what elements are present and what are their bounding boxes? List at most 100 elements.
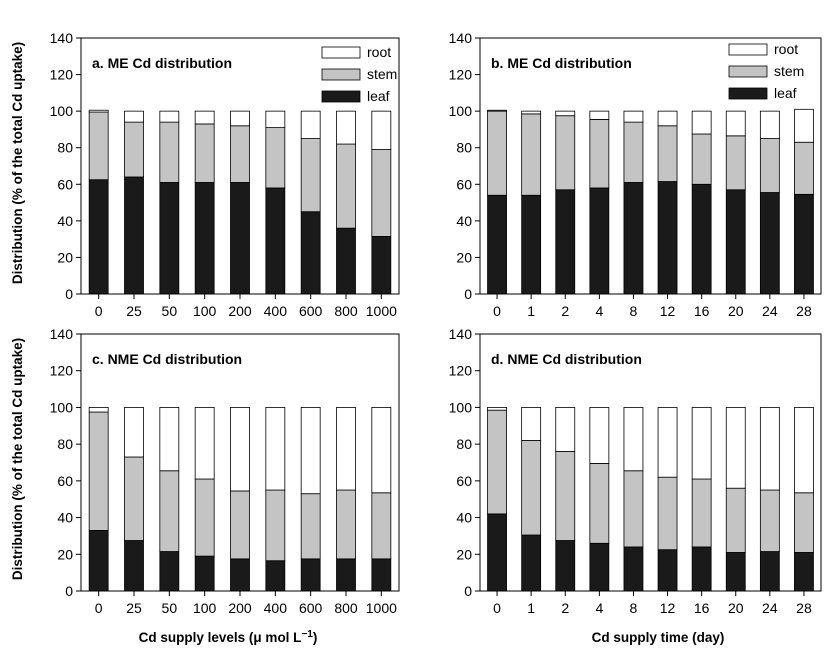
bar-root-a-200 — [230, 110, 250, 127]
x-tick-label-a-25: 25 — [126, 303, 142, 319]
bar-root-b-20 — [725, 110, 746, 137]
x-tick-label-c-0: 0 — [95, 600, 103, 616]
legend-swatch-b-stem — [728, 65, 768, 78]
y-tick-label-a: 140 — [50, 30, 74, 46]
x-tick-label-c-200: 200 — [228, 600, 252, 616]
y-tick-label-b: 60 — [456, 176, 472, 192]
x-tick-label-a-1000: 1000 — [366, 303, 397, 319]
y-tick-label-c: 80 — [57, 436, 73, 452]
bar-stem-a-1000 — [371, 149, 392, 237]
x-tick-label-a-0: 0 — [95, 303, 103, 319]
x-tick-label-d-16: 16 — [694, 600, 710, 616]
bar-stem-c-25 — [124, 456, 144, 541]
bar-root-a-600 — [300, 110, 321, 139]
y-tick-label-a: 40 — [57, 213, 73, 229]
bar-root-b-16 — [691, 110, 712, 135]
legend-label-b-leaf: leaf — [774, 85, 797, 101]
bar-leaf-c-200 — [230, 558, 250, 592]
bar-leaf-d-16 — [691, 546, 712, 592]
bar-root-c-0 — [88, 407, 109, 413]
panel-a: 0 20 40 60 80 100 120 140 0 25 50 100 200 400 600 800 10… — [50, 30, 400, 319]
x-tick-label-d-1: 1 — [527, 600, 535, 616]
bar-root-b-4 — [589, 110, 610, 120]
x-axis-label-left: Cd supply levels (μ mol L−1) — [139, 629, 318, 645]
x-tick-label-a-100: 100 — [193, 303, 217, 319]
legend-label-a-stem: stem — [367, 66, 397, 82]
plot-frame-d — [479, 333, 822, 592]
bar-stem-d-12 — [657, 476, 678, 551]
y-tick-label-b: 20 — [456, 249, 472, 265]
bar-stem-c-400 — [265, 489, 286, 562]
bar-leaf-a-1000 — [371, 235, 392, 295]
panel-title-d: d. NME Cd distribution — [491, 351, 642, 367]
y-axis-label-bottom: Distribution (% of the total Cd uptake) — [10, 338, 25, 580]
bar-stem-c-600 — [300, 493, 321, 560]
x-tick-label-d-24: 24 — [762, 600, 778, 616]
bar-stem-c-0 — [88, 411, 109, 531]
legend-label-a-root: root — [367, 44, 391, 60]
y-tick-label-c: 120 — [50, 363, 74, 379]
bar-root-d-4 — [589, 407, 610, 464]
bar-stem-d-20 — [725, 487, 746, 553]
y-tick-label-d: 60 — [456, 473, 472, 489]
y-tick-label-d: 100 — [449, 399, 473, 415]
y-tick-label-d: 120 — [449, 363, 473, 379]
bar-leaf-c-600 — [300, 558, 321, 592]
y-tick-label-d: 20 — [456, 546, 472, 562]
bar-root-c-800 — [336, 407, 356, 491]
bar-root-b-0 — [487, 109, 507, 112]
legend-swatch-a-root — [321, 46, 361, 59]
bar-stem-b-20 — [725, 135, 746, 191]
bar-leaf-b-16 — [691, 183, 712, 295]
bar-root-a-1000 — [371, 110, 392, 150]
bar-stem-a-50 — [159, 121, 180, 183]
bar-leaf-a-200 — [230, 182, 250, 295]
x-tick-label-a-800: 800 — [334, 303, 358, 319]
bar-root-c-400 — [265, 407, 286, 491]
y-tick-label-b: 80 — [456, 140, 472, 156]
x-tick-label-b-0: 0 — [493, 303, 501, 319]
bar-stem-b-8 — [623, 121, 644, 183]
x-tick-label-c-100: 100 — [193, 600, 217, 616]
bar-stem-a-100 — [194, 123, 215, 183]
legend-swatch-b-root — [728, 43, 768, 56]
bar-leaf-c-100 — [194, 555, 215, 592]
bar-stem-d-0 — [487, 409, 507, 515]
y-tick-label-b: 40 — [456, 213, 472, 229]
bar-leaf-a-0 — [88, 179, 109, 295]
bar-root-c-600 — [300, 407, 321, 495]
bar-stem-b-12 — [657, 125, 678, 182]
bar-root-a-100 — [194, 110, 215, 125]
panel-c: 0 20 40 60 80 100 120 140 0 25 50 100 200 400 600 800 10… — [50, 326, 400, 616]
x-tick-label-b-8: 8 — [630, 303, 638, 319]
y-tick-label-c: 140 — [50, 326, 74, 342]
y-tick-label-d: 0 — [464, 583, 472, 599]
x-tick-label-c-50: 50 — [162, 600, 178, 616]
x-tick-label-b-1: 1 — [527, 303, 535, 319]
bar-leaf-b-20 — [725, 189, 746, 295]
bar-root-b-24 — [759, 110, 780, 139]
x-tick-label-a-400: 400 — [264, 303, 288, 319]
x-tick-label-a-50: 50 — [162, 303, 178, 319]
bar-leaf-b-24 — [759, 192, 780, 295]
x-tick-label-d-0: 0 — [493, 600, 501, 616]
bar-stem-c-50 — [159, 470, 180, 552]
bar-stem-d-1 — [521, 440, 542, 536]
bar-root-b-12 — [657, 110, 678, 127]
x-tick-label-d-12: 12 — [660, 600, 676, 616]
bar-root-c-1000 — [371, 407, 392, 494]
bar-leaf-b-0 — [487, 194, 507, 295]
bar-leaf-c-400 — [265, 560, 286, 592]
y-tick-label-b: 100 — [449, 103, 473, 119]
x-tick-label-b-20: 20 — [728, 303, 744, 319]
panel-title-b: b. ME Cd distribution — [491, 55, 632, 71]
bar-leaf-d-8 — [623, 546, 644, 592]
bar-leaf-d-0 — [487, 513, 507, 592]
y-tick-label-b: 0 — [464, 286, 472, 302]
bar-leaf-b-28 — [794, 193, 814, 295]
y-tick-label-d: 80 — [456, 436, 472, 452]
x-tick-label-d-4: 4 — [595, 600, 603, 616]
bar-stem-d-16 — [691, 478, 712, 548]
